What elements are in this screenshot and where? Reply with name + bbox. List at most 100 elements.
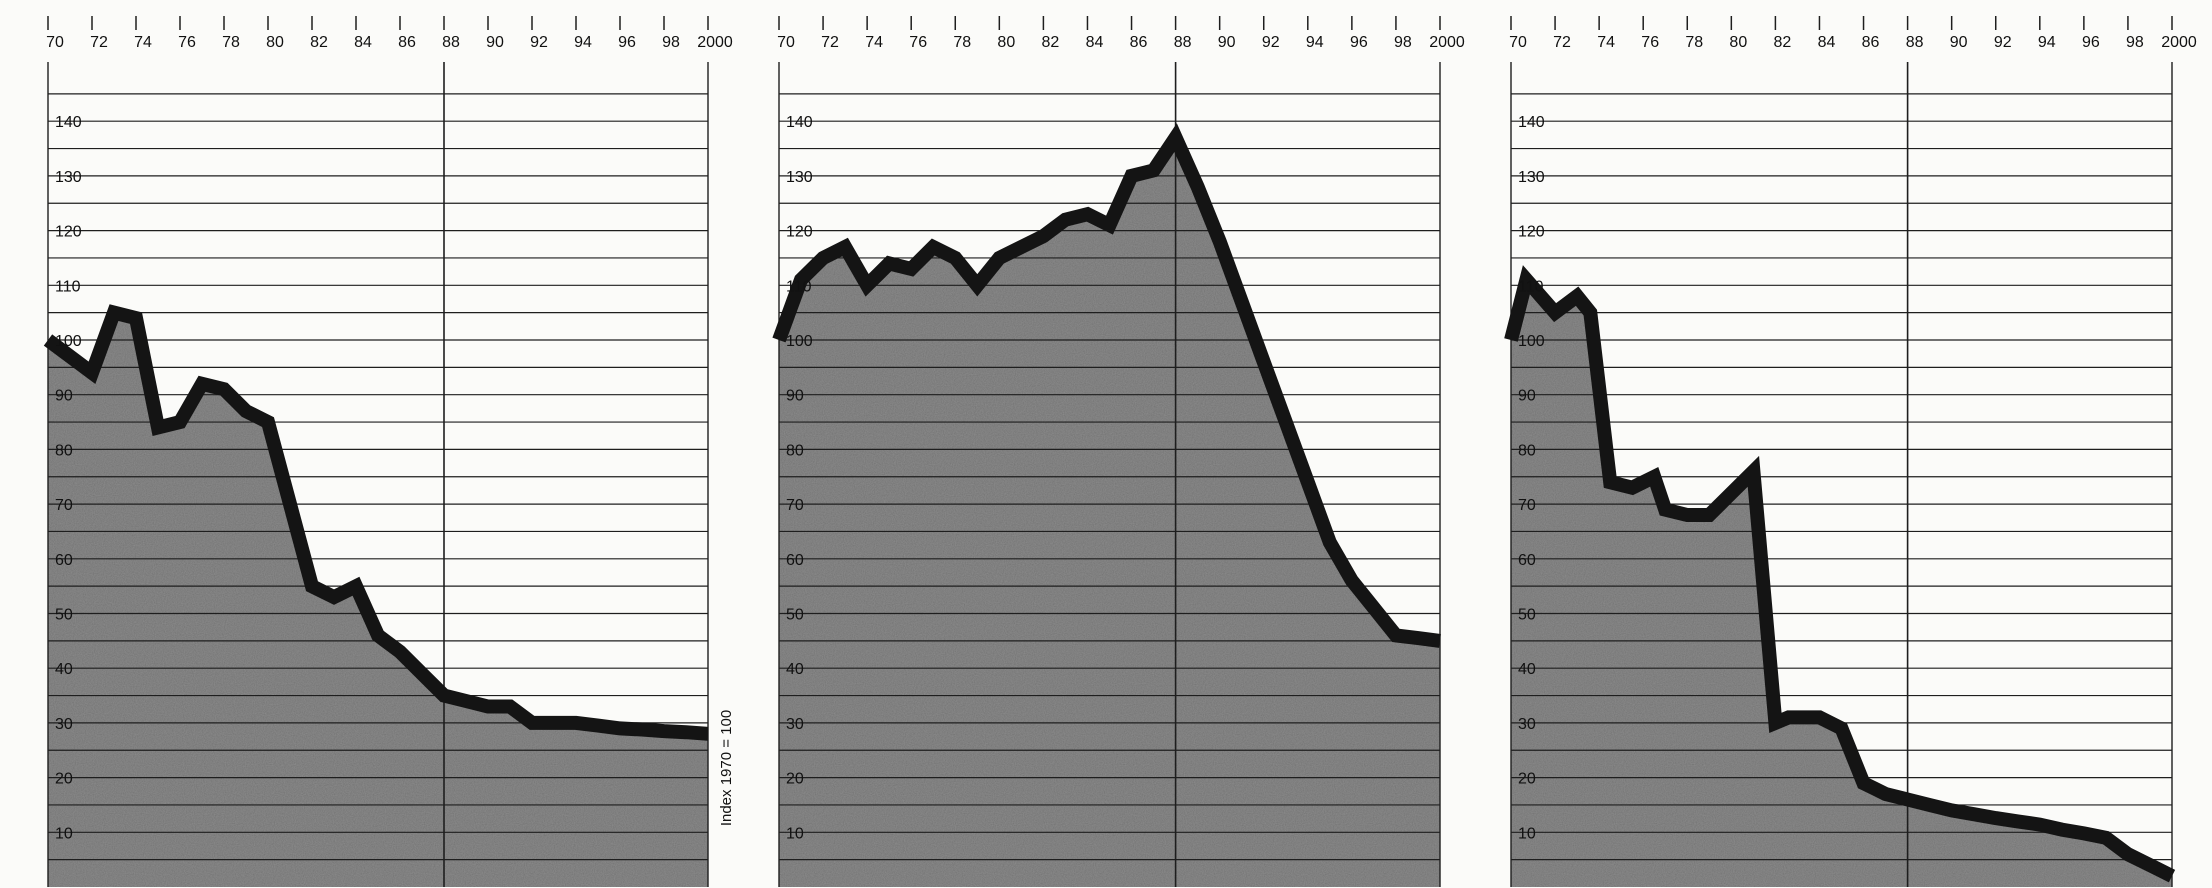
x-tick-label: 74 (1597, 34, 1615, 51)
area-fill (48, 312, 708, 888)
y-tick-label: 90 (1518, 388, 1536, 405)
y-tick-label: 100 (55, 333, 82, 350)
y-tick-label: 130 (55, 169, 82, 186)
y-tick-label: 20 (1518, 771, 1536, 788)
x-tick-label: 76 (909, 34, 927, 51)
x-tick-label: 84 (1086, 34, 1104, 51)
area-fill (779, 137, 1440, 888)
x-tick-label: 84 (1818, 34, 1836, 51)
y-tick-label: 100 (1518, 333, 1545, 350)
x-tick-label: 98 (1394, 34, 1412, 51)
y-tick-label: 10 (55, 825, 73, 842)
x-tick-label: 78 (953, 34, 971, 51)
y-tick-label: 110 (1518, 278, 1544, 295)
x-tick-label: 88 (1906, 34, 1924, 51)
x-tick-label: 86 (1130, 34, 1148, 51)
y-tick-label: 40 (1518, 661, 1536, 678)
x-tick-label: 80 (997, 34, 1015, 51)
y-tick-label: 120 (786, 224, 813, 241)
x-tick-label: 98 (2126, 34, 2144, 51)
x-tick-label: 94 (2038, 34, 2056, 51)
x-tick-label: 88 (1174, 34, 1192, 51)
x-tick-label: 82 (1042, 34, 1060, 51)
x-tick-label: 96 (618, 34, 636, 51)
y-tick-label: 60 (786, 552, 804, 569)
y-tick-label: 10 (1518, 825, 1536, 842)
y-tick-label: 70 (1518, 497, 1536, 514)
y-tick-label: 50 (1518, 607, 1536, 624)
y-tick-label: 110 (786, 278, 812, 295)
y-tick-label: 60 (1518, 552, 1536, 569)
x-tick-label: 72 (821, 34, 839, 51)
x-tick-label: 92 (530, 34, 548, 51)
y-tick-label: 140 (55, 114, 82, 131)
series-line (1504, 265, 2176, 883)
x-tick-label: 2000 (697, 34, 733, 51)
x-tick-label: 72 (1553, 34, 1571, 51)
y-tick-label: 80 (786, 442, 804, 459)
y-tick-label: 130 (786, 169, 813, 186)
x-tick-label: 94 (574, 34, 592, 51)
chart-panel-3: 10 20 30 40 50 60 70 80 90 100 110 120 130 140 70 72 74 7… (1504, 16, 2197, 887)
y-tick-label: 30 (786, 716, 804, 733)
y-tick-label: 10 (786, 825, 804, 842)
x-tick-label: 70 (46, 34, 64, 51)
x-tick-label: 90 (486, 34, 504, 51)
chart-panel-2: 10 20 30 40 50 60 70 80 90 100 110 120 130 140 70 72 74 7… (772, 16, 1465, 888)
x-tick-label: 82 (1774, 34, 1792, 51)
y-axis-label: Index 1970 = 100 (718, 710, 735, 826)
y-tick-label: 140 (786, 114, 813, 131)
x-tick-label: 78 (222, 34, 240, 51)
x-tick-label: 90 (1950, 34, 1968, 51)
y-tick-label: 20 (55, 771, 73, 788)
y-tick-label: 120 (1518, 224, 1545, 241)
x-tick-label: 78 (1685, 34, 1703, 51)
x-tick-label: 94 (1306, 34, 1324, 51)
y-tick-label: 140 (1518, 114, 1545, 131)
x-tick-label: 76 (1641, 34, 1659, 51)
y-tick-label: 50 (55, 607, 73, 624)
y-tick-label: 90 (55, 388, 73, 405)
y-tick-label: 40 (55, 661, 73, 678)
x-tick-label: 82 (310, 34, 328, 51)
area-fill (1511, 279, 2172, 887)
x-tick-label: 74 (865, 34, 883, 51)
y-tick-label: 20 (786, 771, 804, 788)
x-tick-label: 84 (354, 34, 372, 51)
series-line (772, 123, 1441, 648)
x-tick-label: 72 (90, 34, 108, 51)
x-tick-label: 96 (2082, 34, 2100, 51)
x-tick-label: 80 (1729, 34, 1747, 51)
y-tick-label: 70 (55, 497, 73, 514)
y-tick-label: 90 (786, 388, 804, 405)
x-tick-label: 2000 (2161, 34, 2197, 51)
series-line (43, 304, 709, 741)
x-tick-label: 96 (1350, 34, 1368, 51)
chart-panel-1: 10 20 30 40 50 60 70 80 90 100 110 120 130 140 70 72 74 7… (43, 16, 733, 888)
y-tick-label: 110 (55, 278, 81, 295)
y-tick-label: 60 (55, 552, 73, 569)
y-tick-label: 120 (55, 224, 82, 241)
x-tick-label: 90 (1218, 34, 1236, 51)
y-tick-label: 50 (786, 607, 804, 624)
y-tick-label: 80 (1518, 442, 1536, 459)
y-tick-label: 130 (1518, 169, 1545, 186)
x-tick-label: 76 (178, 34, 196, 51)
y-tick-label: 30 (55, 716, 73, 733)
x-tick-label: 70 (1509, 34, 1527, 51)
x-tick-label: 92 (1994, 34, 2012, 51)
y-tick-label: 30 (1518, 716, 1536, 733)
x-tick-label: 86 (1862, 34, 1880, 51)
x-tick-label: 74 (134, 34, 152, 51)
x-tick-label: 88 (442, 34, 460, 51)
x-tick-label: 80 (266, 34, 284, 51)
x-tick-label: 2000 (1429, 34, 1465, 51)
x-tick-label: 92 (1262, 34, 1280, 51)
y-tick-label: 70 (786, 497, 804, 514)
x-tick-label: 98 (662, 34, 680, 51)
x-tick-label: 70 (777, 34, 795, 51)
y-tick-label: 40 (786, 661, 804, 678)
y-tick-label: 80 (55, 442, 73, 459)
x-tick-label: 86 (398, 34, 416, 51)
